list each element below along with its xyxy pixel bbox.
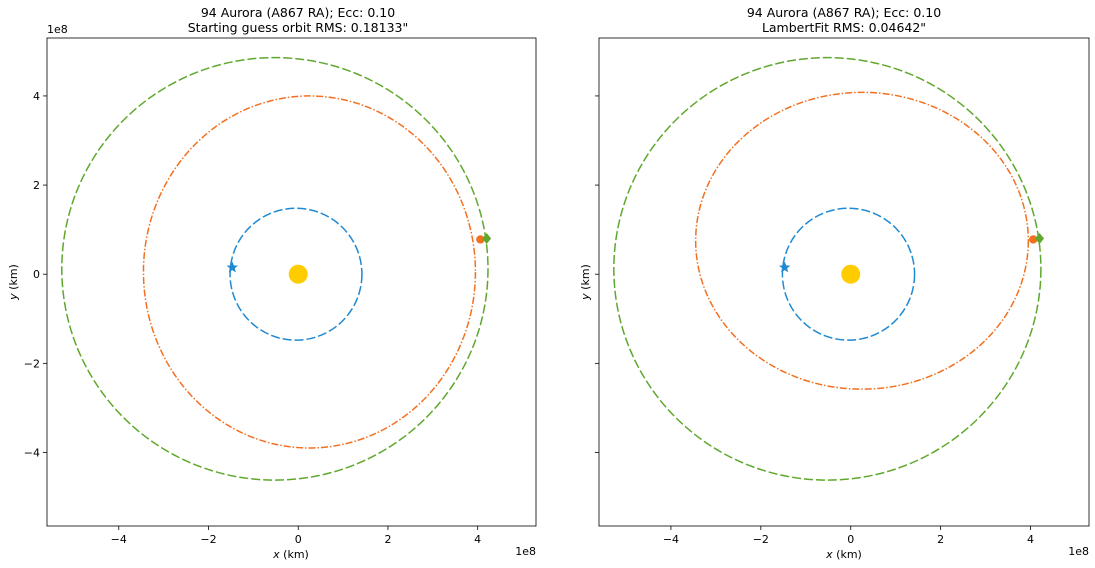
right-plot-middle-orbit-line xyxy=(694,91,1030,390)
right-plot-x-axis-label: x (km) xyxy=(825,548,862,561)
left-plot-x-axis-var: x xyxy=(272,548,280,561)
right-plot-x-tick-label: 4 xyxy=(1027,533,1034,546)
left-plot-y-tick-label: 0 xyxy=(33,268,40,281)
left-plot-x-tick-label: −2 xyxy=(200,533,216,546)
right-plot-outer-orbit-marker xyxy=(1035,233,1045,245)
left-plot-panel: 94 Aurora (A867 RA); Ecc: 0.10 Starting … xyxy=(7,5,537,561)
left-plot-x-axis-unit: (km) xyxy=(280,548,309,561)
right-plot-y-axis-label: y (km) xyxy=(579,264,592,301)
right-plot-sun-marker xyxy=(841,264,861,284)
right-plot-title-line1: 94 Aurora (A867 RA); Ecc: 0.10 xyxy=(747,5,941,20)
left-plot-inner-orbit-marker xyxy=(226,261,238,273)
left-plot-inner-orbit-line xyxy=(229,207,363,341)
right-plot-inner-orbit-line xyxy=(781,207,916,341)
right-plot-series-layer xyxy=(613,56,1045,481)
left-plot-y-offset-label: 1e8 xyxy=(47,23,68,36)
left-plot-ticks: −4 −2 0 2 4 −4 −2 0 2 4 xyxy=(24,90,481,546)
right-plot-title-line2: LambertFit RMS: 0.04642" xyxy=(762,20,926,35)
left-plot-x-tick-label: 4 xyxy=(474,533,481,546)
left-plot-y-tick-label: −4 xyxy=(24,446,40,459)
left-plot-series-layer xyxy=(61,56,492,481)
left-plot-outer-orbit-marker xyxy=(482,233,492,245)
left-plot-x-axis-label: x (km) xyxy=(272,548,309,561)
right-plot-panel: 94 Aurora (A867 RA); Ecc: 0.10 LambertFi… xyxy=(579,5,1090,561)
left-plot-y-axis-unit: (km) xyxy=(7,264,20,293)
left-plot-y-axis-label: y (km) xyxy=(7,264,20,301)
right-plot-ticks: −4 −2 0 2 4 xyxy=(595,95,1034,546)
left-plot-middle-orbit-line xyxy=(142,95,477,449)
right-plot-y-axis-var: y xyxy=(579,293,592,301)
right-plot-x-offset-label: 1e8 xyxy=(1068,545,1089,558)
left-plot-sun-marker xyxy=(288,264,308,284)
right-plot-middle-orbit-marker xyxy=(1029,235,1038,244)
right-plot-x-tick-label: 0 xyxy=(847,533,854,546)
right-plot-y-axis-unit: (km) xyxy=(579,264,592,293)
left-plot-y-axis-var: y xyxy=(7,293,20,301)
left-plot-title-line1: 94 Aurora (A867 RA); Ecc: 0.10 xyxy=(201,5,395,20)
right-plot-outer-orbit-line xyxy=(613,56,1042,481)
left-plot-x-tick-label: 0 xyxy=(295,533,302,546)
right-plot-x-axis-var: x xyxy=(825,548,833,561)
right-plot-x-tick-label: −2 xyxy=(753,533,769,546)
left-plot-x-tick-label: 2 xyxy=(384,533,391,546)
right-plot-x-tick-label: 2 xyxy=(937,533,944,546)
right-plot-axes-frame xyxy=(598,37,1090,527)
left-plot-y-tick-label: −2 xyxy=(24,357,40,370)
left-plot-y-tick-label: 2 xyxy=(33,179,40,192)
left-plot-title-line2: Starting guess orbit RMS: 0.18133" xyxy=(188,20,408,35)
left-plot-x-tick-label: −4 xyxy=(111,533,127,546)
right-plot-inner-orbit-marker xyxy=(779,261,791,273)
left-plot-outer-orbit-line xyxy=(61,56,489,481)
left-plot-y-tick-label: 4 xyxy=(33,90,40,103)
left-plot-x-offset-label: 1e8 xyxy=(515,545,536,558)
right-plot-x-tick-label: −4 xyxy=(663,533,679,546)
left-plot-middle-orbit-marker xyxy=(476,235,485,244)
right-plot-x-axis-unit: (km) xyxy=(833,548,862,561)
left-plot-axes-frame xyxy=(46,37,537,527)
